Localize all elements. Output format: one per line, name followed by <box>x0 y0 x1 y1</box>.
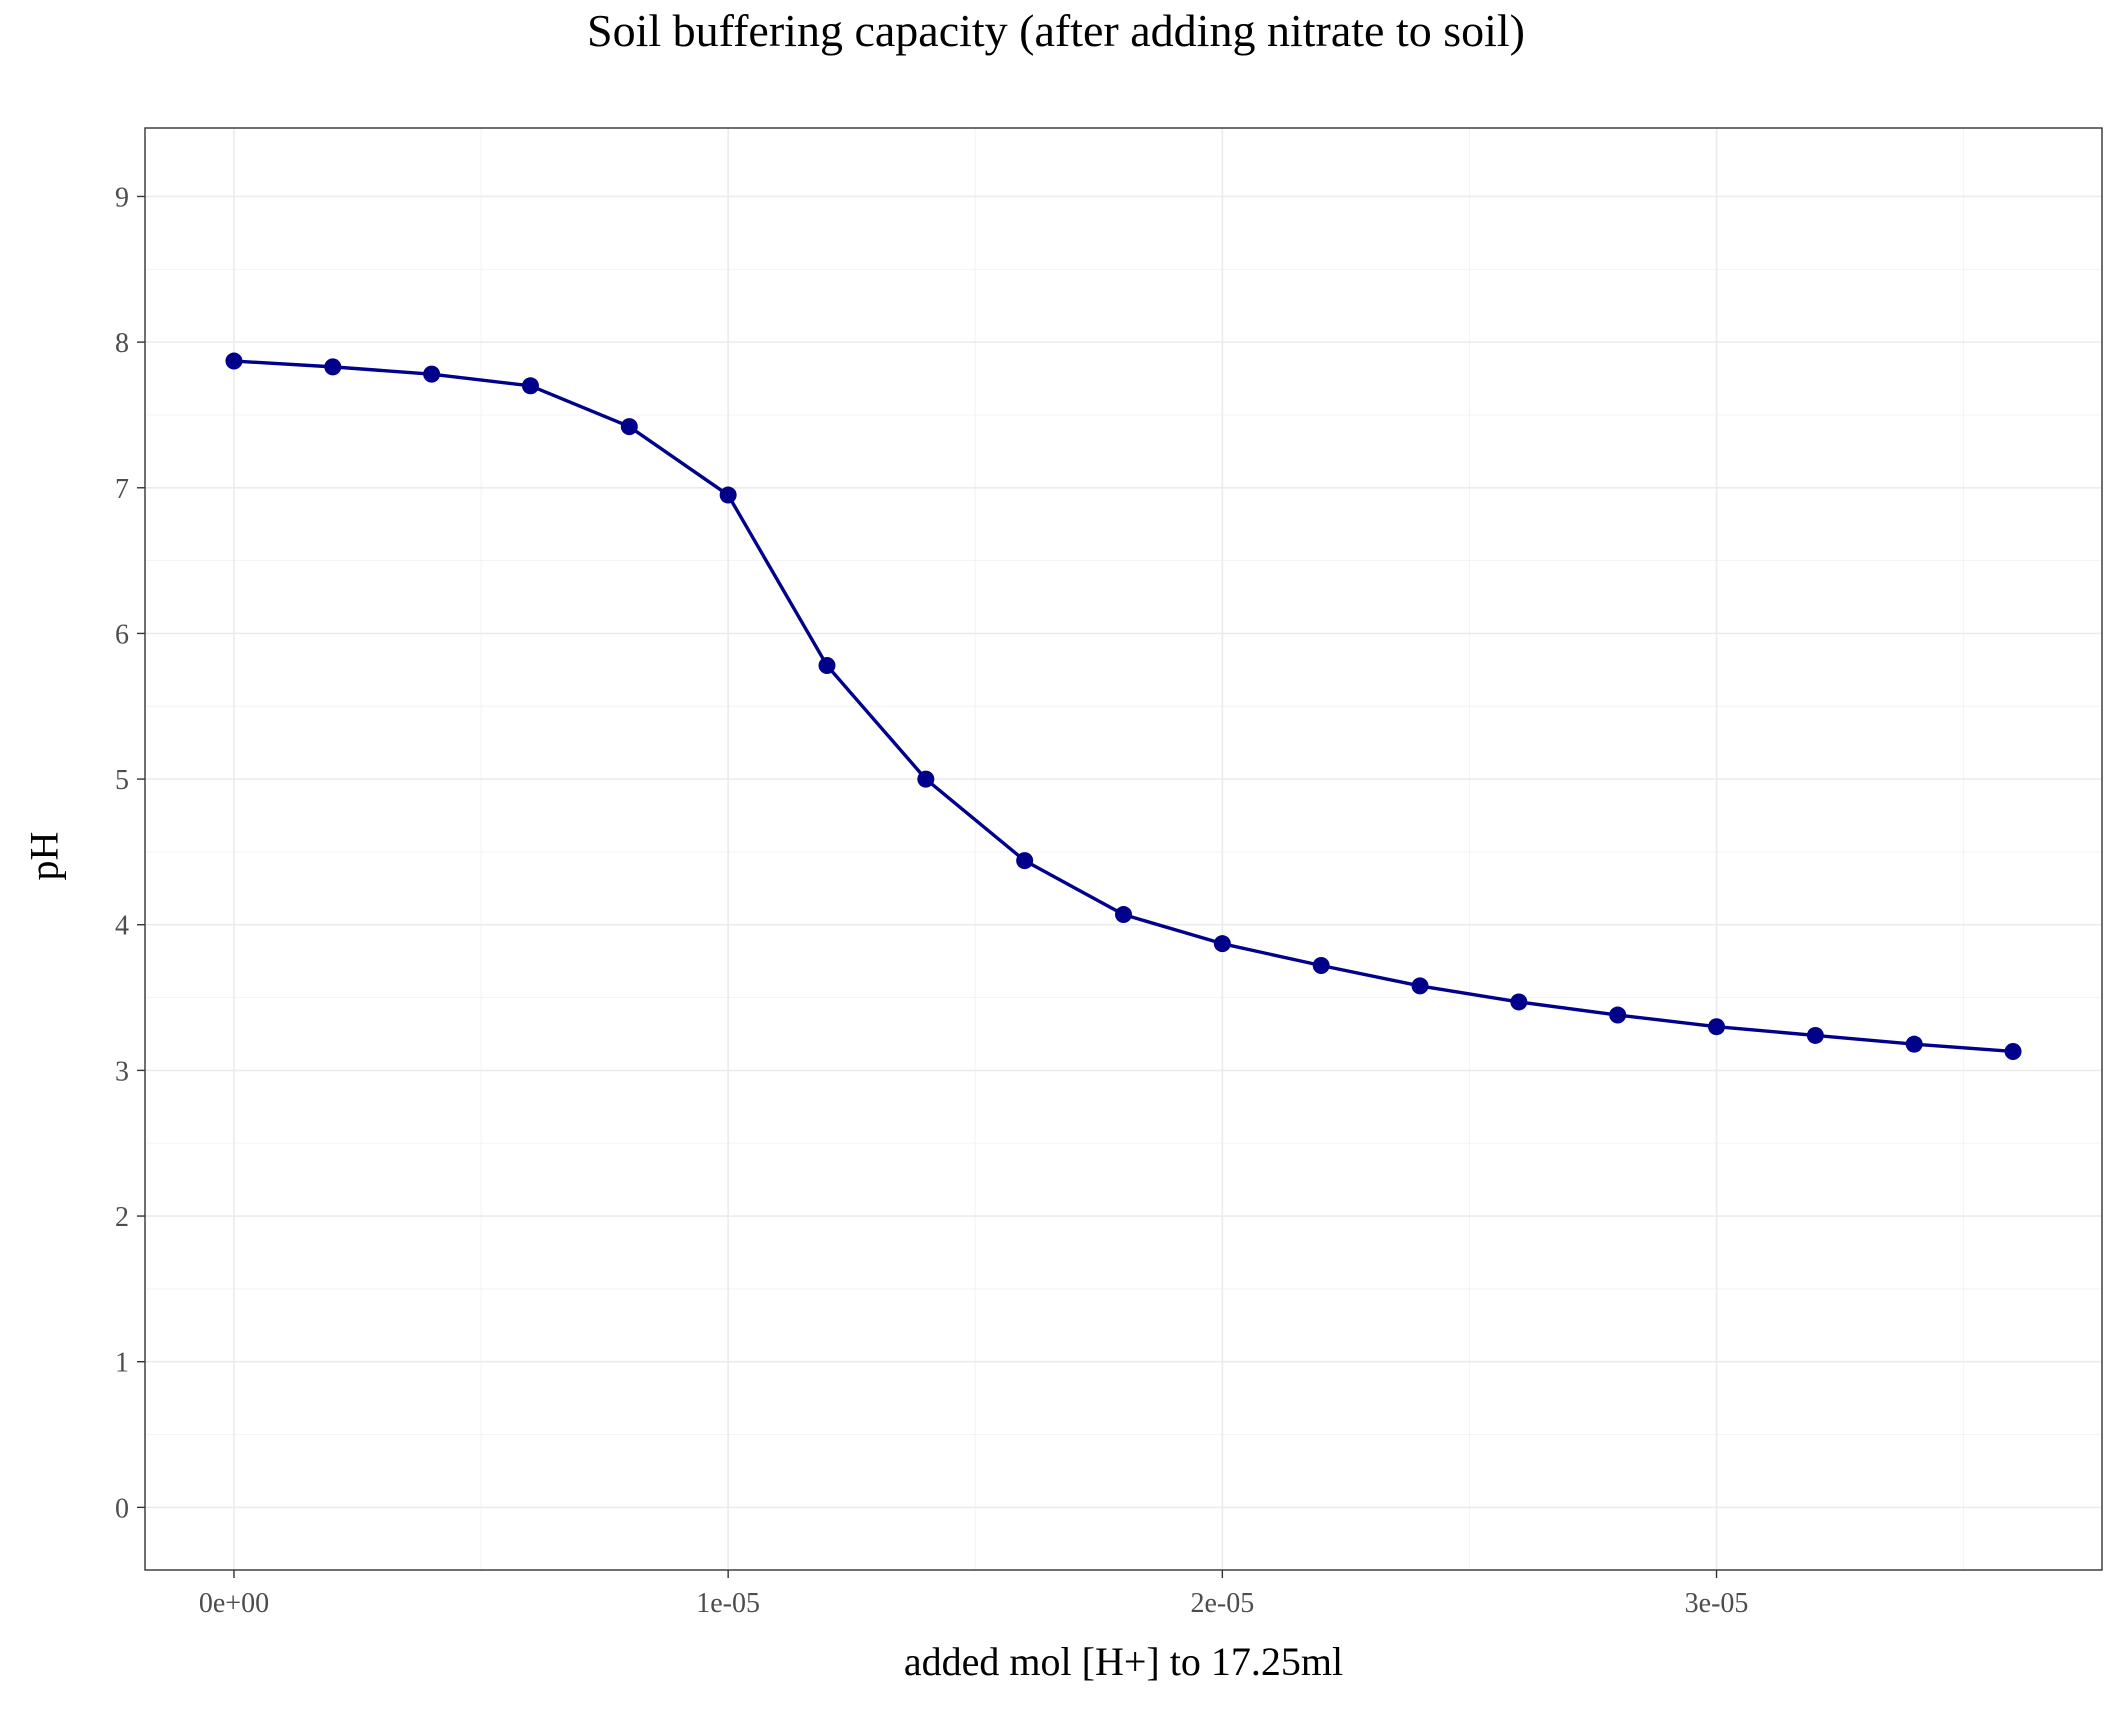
y-tick-label: 0 <box>115 1493 129 1524</box>
x-tick-label: 1e-05 <box>696 1588 760 1619</box>
x-tick-label: 2e-05 <box>1190 1588 1254 1619</box>
y-tick-label: 4 <box>115 911 129 942</box>
data-point <box>1213 935 1231 953</box>
major-gridlines <box>145 128 2102 1570</box>
data-point <box>917 770 935 788</box>
chart-title: Soil buffering capacity (after adding ni… <box>586 5 1525 56</box>
y-tick-label: 2 <box>115 1202 129 1233</box>
data-points <box>225 352 2022 1060</box>
y-tick-label: 6 <box>115 619 129 650</box>
y-tick-label: 8 <box>115 328 129 359</box>
minor-gridlines <box>145 128 2102 1570</box>
data-point <box>1115 906 1132 924</box>
data-point <box>324 358 342 376</box>
data-point <box>1708 1018 1726 1036</box>
x-tick-label: 0e+00 <box>199 1588 269 1619</box>
data-point <box>423 365 441 383</box>
y-tick-label: 9 <box>115 182 129 213</box>
y-tick-label: 3 <box>115 1056 129 1087</box>
y-tick-label: 1 <box>115 1348 129 1379</box>
data-point <box>818 656 836 674</box>
x-axis-title: added mol [H+] to 17.25ml <box>903 1639 1344 1684</box>
data-point <box>521 377 539 395</box>
data-point <box>1411 977 1429 995</box>
data-point <box>225 352 243 370</box>
data-point <box>1016 852 1034 870</box>
data-point <box>2004 1042 2022 1060</box>
data-point <box>1806 1026 1824 1044</box>
y-axis-ticks: 0 1 2 3 4 5 6 7 8 9 <box>115 182 145 1524</box>
x-axis-ticks: 0e+00 1e-05 2e-05 3e-05 <box>199 1570 1749 1619</box>
panel-border <box>144 127 2103 1571</box>
data-point <box>1905 1035 1923 1053</box>
data-point <box>719 486 737 504</box>
y-tick-label: 5 <box>115 765 129 796</box>
data-point <box>1312 957 1330 975</box>
data-point <box>620 418 638 436</box>
y-axis-title: pH <box>21 831 67 881</box>
data-point <box>1510 993 1528 1011</box>
data-point <box>1609 1006 1627 1024</box>
y-tick-label: 7 <box>115 474 129 505</box>
x-tick-label: 3e-05 <box>1685 1588 1749 1619</box>
